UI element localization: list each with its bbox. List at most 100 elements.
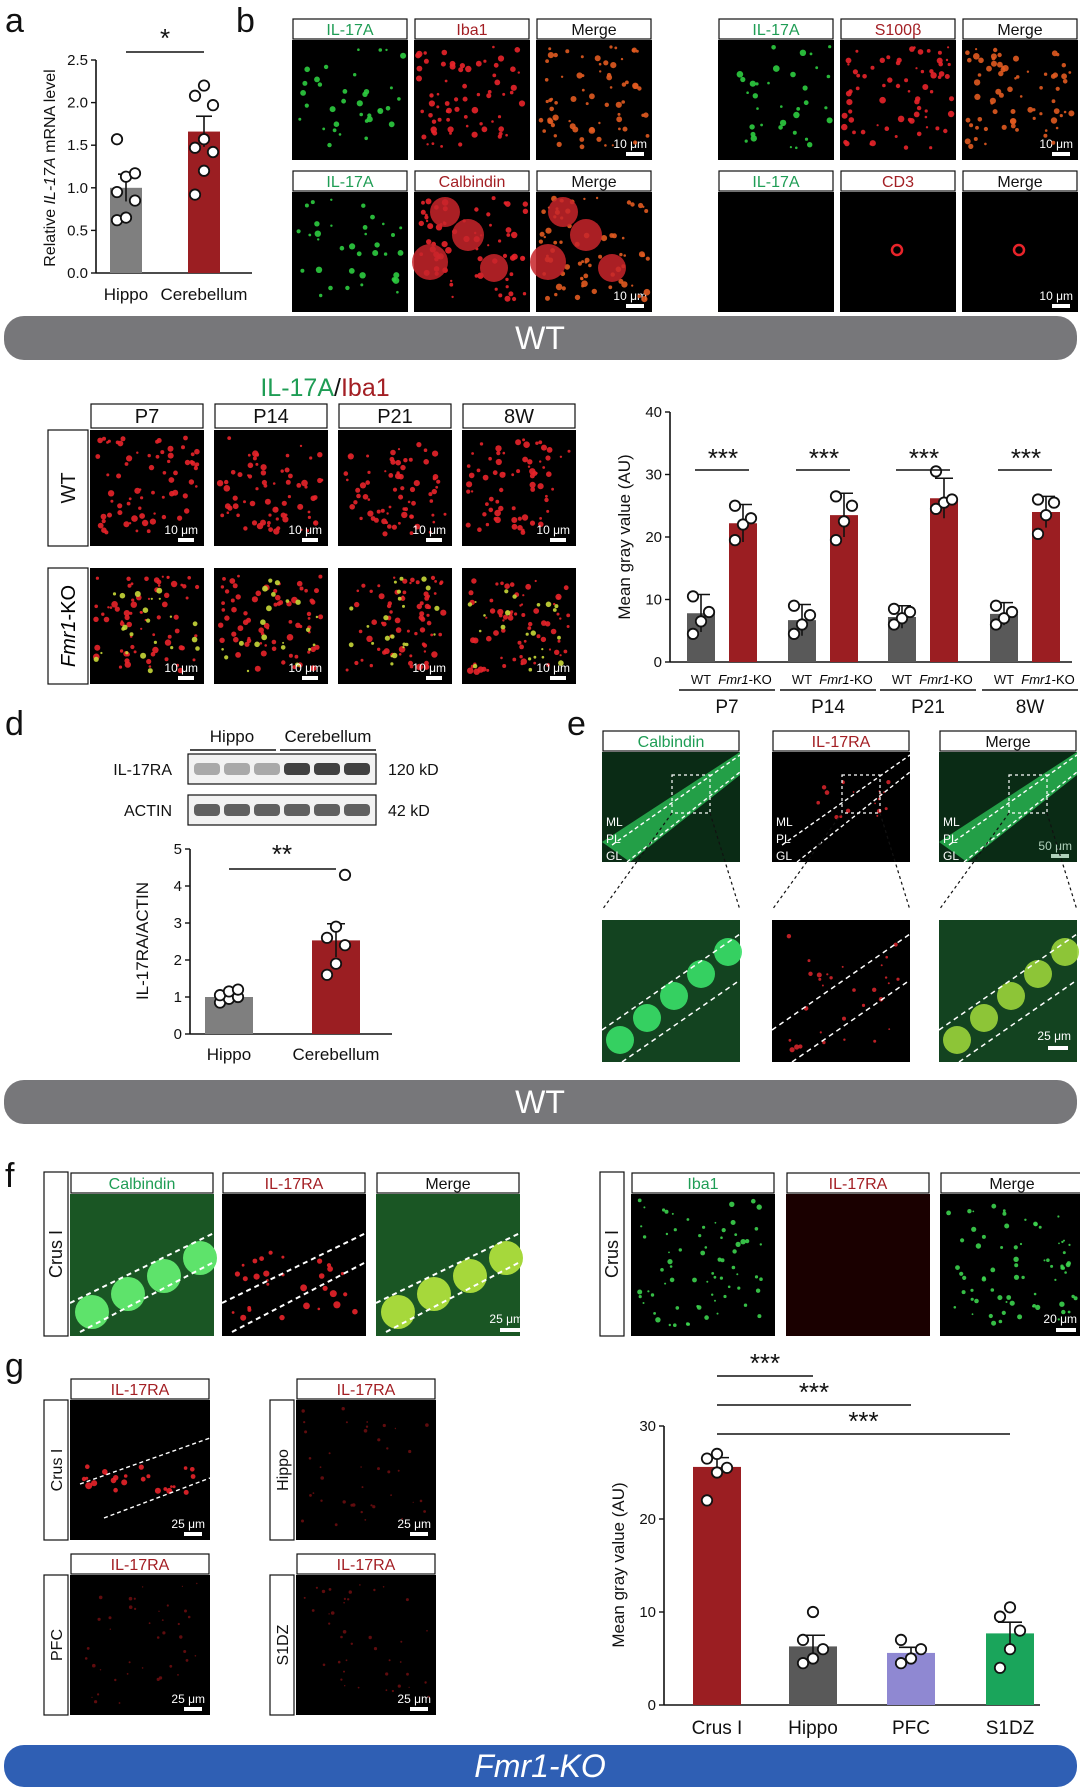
signal-dot [356, 589, 360, 593]
signal-dot [121, 1479, 128, 1486]
signal-dot [345, 1659, 348, 1662]
panel-a-ylabel-gene: IL-17A [42, 157, 59, 204]
signal-dot [390, 634, 395, 639]
signal-dot [1039, 86, 1043, 90]
signal-dot [502, 619, 505, 622]
signal-dot [647, 1290, 650, 1293]
signal-dot [745, 1239, 750, 1244]
signal-dot [408, 660, 413, 666]
signal-dot [247, 474, 253, 479]
signal-dot [567, 449, 571, 453]
signal-dot [134, 1607, 137, 1610]
signal-dot [312, 1492, 315, 1494]
signal-dot [394, 1427, 397, 1430]
signal-dot [399, 1661, 402, 1663]
signal-dot [1051, 50, 1058, 57]
signal-dot [128, 497, 132, 501]
signal-dot [502, 253, 508, 258]
signal-dot [398, 473, 404, 480]
signal-dot [246, 669, 250, 673]
panel-f-layer-line [231, 1261, 367, 1333]
panel-g-bar-0 [693, 1466, 741, 1705]
signal-dot [400, 596, 406, 601]
signal-dot [563, 585, 569, 591]
panel-g-image-3-label-box [296, 1553, 436, 1575]
signal-dot [260, 650, 267, 657]
signal-dot [381, 518, 387, 525]
signal-dot [138, 1464, 144, 1470]
panel-c-point [686, 627, 700, 640]
signal-dot [1052, 72, 1059, 78]
signal-dot [804, 137, 809, 141]
signal-dot [637, 86, 642, 91]
signal-dot [389, 86, 393, 90]
signal-dot [359, 112, 364, 117]
signal-dot [621, 82, 627, 87]
signal-dot [778, 125, 783, 130]
panel-c-group-ko-2: Fmr1-KO [919, 672, 972, 687]
panel-c-scale-text: 10 μm [164, 661, 198, 675]
signal-dot [246, 638, 252, 644]
signal-dot [773, 65, 780, 72]
signal-dot [498, 131, 503, 136]
signal-dot [426, 1630, 428, 1632]
signal-dot [756, 107, 759, 110]
signal-dot [973, 79, 981, 86]
signal-dot [189, 460, 194, 465]
signal-dot [807, 959, 811, 963]
signal-dot [359, 516, 363, 521]
signal-dot [1005, 1301, 1008, 1303]
signal-dot [1071, 1294, 1075, 1299]
signal-dot [389, 610, 393, 614]
panel-a-y-tick-label: 2.0 [67, 95, 88, 112]
signal-dot [1007, 86, 1013, 93]
panel-g-image-3-scale-bar [410, 1707, 428, 1711]
signal-dot [353, 500, 358, 505]
signal-dot [320, 1476, 325, 1480]
panel-e-purkinje-cell [687, 960, 715, 988]
signal-dot [916, 105, 922, 111]
signal-dot [482, 512, 487, 517]
signal-dot [271, 592, 276, 597]
signal-dot [886, 780, 891, 785]
signal-dot [1044, 129, 1048, 132]
signal-dot [1015, 127, 1019, 132]
panel-e-layer-PL: PL [776, 832, 791, 846]
panel-e-layer-GL: GL [776, 849, 792, 863]
signal-dot [876, 814, 879, 817]
panel-c-point [795, 618, 809, 631]
signal-dot [177, 515, 183, 521]
signal-dot [920, 69, 925, 74]
signal-dot [364, 232, 368, 236]
panel-a-category-0: Hippo [104, 285, 148, 304]
signal-dot [185, 1659, 189, 1662]
signal-dot [740, 1239, 746, 1245]
signal-dot [431, 651, 438, 658]
signal-dot [588, 127, 596, 134]
panel-f-left-0-label-box [70, 1172, 214, 1194]
panel-e-zoom-layer-line [958, 979, 1078, 1063]
signal-dot [348, 642, 354, 648]
signal-dot [313, 521, 317, 524]
signal-dot [476, 468, 481, 473]
signal-dot [360, 1510, 363, 1514]
panel-b-r0-c1-label-box [414, 18, 530, 40]
signal-dot [275, 594, 281, 601]
signal-dot [759, 1277, 763, 1281]
signal-dot [427, 223, 434, 230]
signal-dot [595, 196, 599, 200]
signal-dot [341, 98, 346, 104]
wt-banner-top-label: WT [515, 320, 565, 356]
signal-dot [135, 529, 139, 533]
signal-dot [155, 454, 160, 459]
signal-dot [220, 585, 225, 589]
panel-g-point [796, 1657, 810, 1670]
panel-g-image-1-label: IL-17RA [337, 1382, 396, 1399]
panel-c-scale-text: 10 μm [288, 523, 322, 537]
signal-dot [1013, 1274, 1020, 1280]
signal-dot [387, 524, 392, 529]
signal-dot [973, 53, 980, 60]
signal-dot [517, 525, 523, 531]
panel-g-image-0-scale-bar [184, 1532, 202, 1536]
